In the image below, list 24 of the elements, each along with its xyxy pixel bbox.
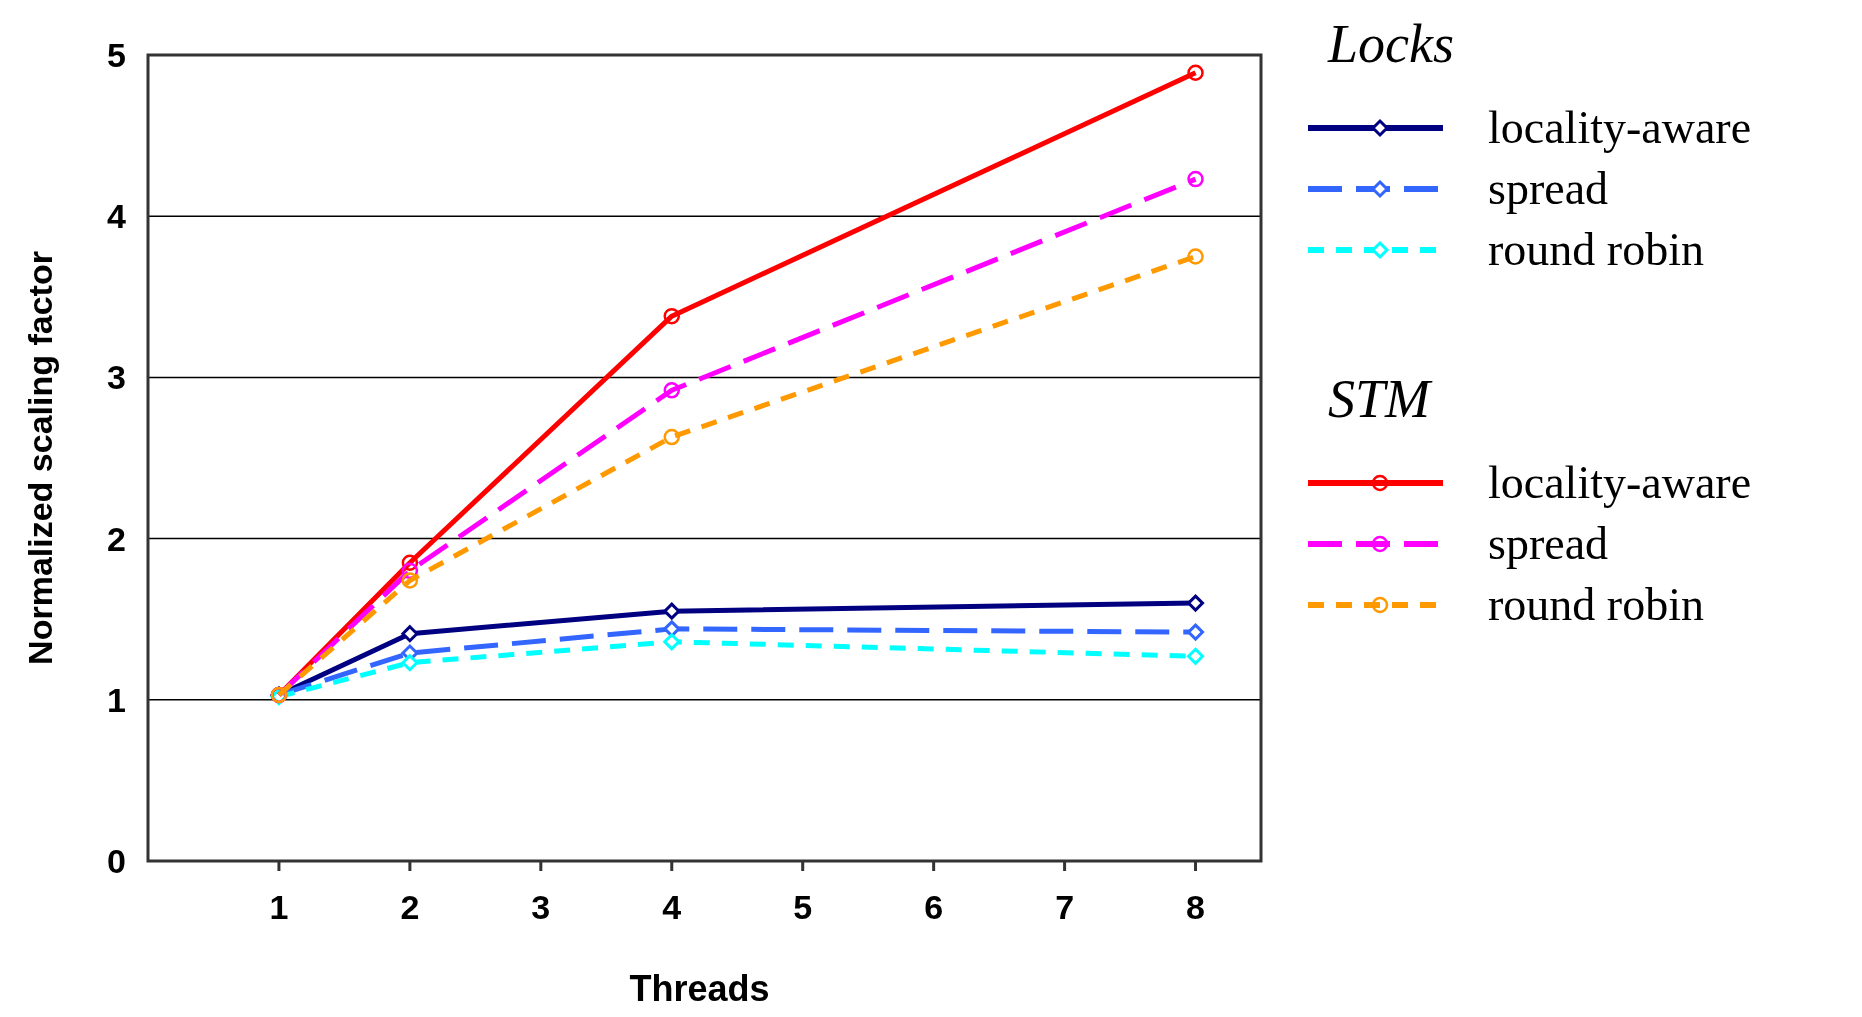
legend-label: round robin xyxy=(1488,224,1704,275)
x-tick-label: 1 xyxy=(269,888,289,926)
legend-label: spread xyxy=(1488,518,1609,569)
legend-label: locality-aware xyxy=(1488,102,1752,153)
y-axis-title: Normalized scaling factor xyxy=(21,251,59,665)
x-tick-label: 6 xyxy=(924,888,944,926)
y-tick-label: 0 xyxy=(107,842,126,880)
x-tick-label: 5 xyxy=(793,888,813,926)
x-axis-title: Threads xyxy=(629,968,770,1009)
y-tick-label: 1 xyxy=(107,680,126,719)
y-tick-label: 4 xyxy=(107,197,127,236)
legend-label: locality-aware xyxy=(1488,457,1752,508)
x-tick-label: 8 xyxy=(1186,888,1205,926)
y-tick-label: 2 xyxy=(107,519,126,558)
x-tick-label: 2 xyxy=(400,888,420,926)
y-tick-label: 3 xyxy=(107,358,126,397)
x-tick-label: 4 xyxy=(662,888,682,926)
text: STM xyxy=(1328,369,1434,429)
x-tick-label: 7 xyxy=(1055,888,1075,926)
legend-label: round robin xyxy=(1488,579,1704,630)
y-tick-label: 5 xyxy=(107,36,126,74)
text: Locks xyxy=(1327,14,1454,74)
x-tick-label: 3 xyxy=(531,888,551,926)
legend-label: spread xyxy=(1488,163,1609,214)
